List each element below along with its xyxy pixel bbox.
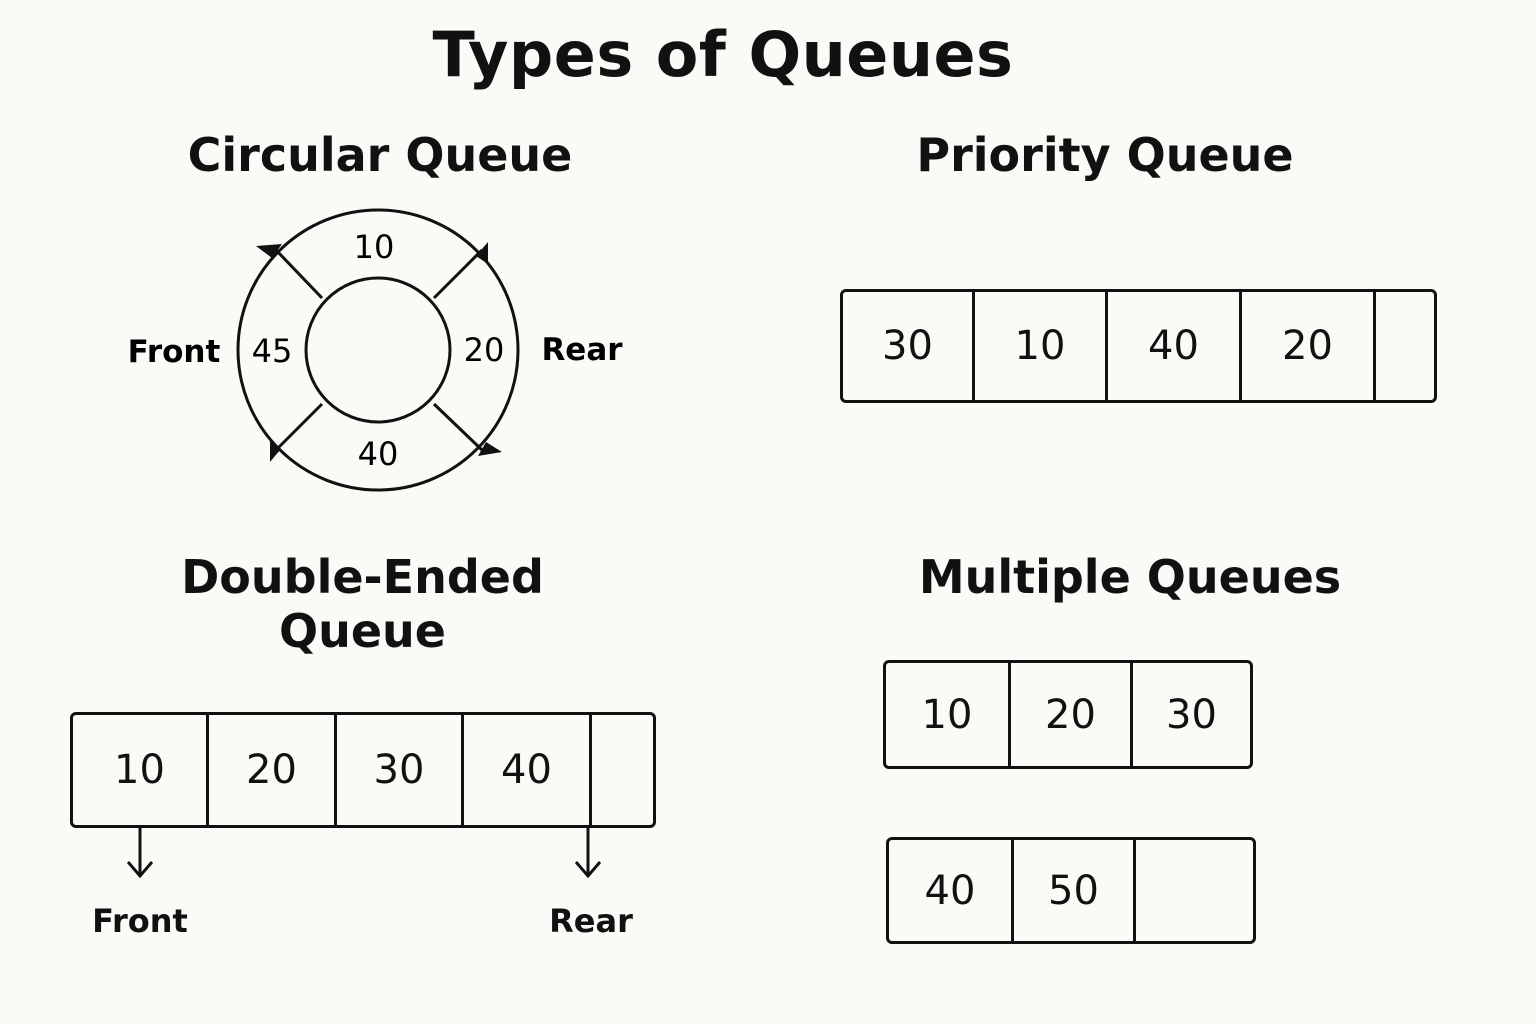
queue-cell bbox=[1136, 840, 1253, 941]
queue-cell: 20 bbox=[209, 715, 337, 825]
inner-ring bbox=[304, 276, 452, 424]
queue-cell: 10 bbox=[975, 292, 1108, 400]
queue-cell: 30 bbox=[337, 715, 464, 825]
circular-value-right: 20 bbox=[464, 331, 505, 369]
queue-cell: 20 bbox=[1011, 663, 1133, 766]
queue-cell: 40 bbox=[1108, 292, 1242, 400]
priority-queue-title: Priority Queue bbox=[916, 128, 1294, 182]
queue-cell: 30 bbox=[1166, 691, 1217, 738]
arrowhead-top-left bbox=[256, 244, 282, 258]
deque-rear-arrow-head bbox=[574, 861, 602, 879]
queue-cell bbox=[1376, 292, 1434, 400]
queue-cell: 40 bbox=[464, 715, 592, 825]
circular-value-bottom: 40 bbox=[358, 435, 399, 473]
queue-cell: 10 bbox=[73, 715, 209, 825]
deque-front-arrow-head bbox=[126, 861, 154, 879]
priority-queue: 30 10 40 20 bbox=[840, 289, 1437, 403]
multiple-queues-title: Multiple Queues bbox=[918, 550, 1342, 604]
circular-value-top: 10 bbox=[354, 228, 395, 266]
deque: 10 20 30 40 bbox=[70, 712, 656, 828]
divider-bottom-left bbox=[274, 402, 324, 452]
deque-front-label: Front bbox=[92, 902, 188, 940]
multiple-queue-2: 40 50 bbox=[886, 837, 1256, 944]
circular-rear-label: Rear bbox=[541, 332, 623, 368]
queue-cell: 20 bbox=[1242, 292, 1376, 400]
deque-title: Double-Ended Queue bbox=[181, 550, 544, 658]
divider-top-left bbox=[274, 248, 324, 300]
arrowhead-top-right bbox=[476, 242, 488, 264]
circular-value-left: 45 bbox=[252, 332, 293, 370]
queue-cell bbox=[592, 715, 653, 825]
outer-ring bbox=[236, 208, 520, 492]
arrowhead-bottom-right bbox=[478, 442, 502, 456]
circular-queue-title: Circular Queue bbox=[187, 128, 573, 182]
multiple-queue-1: 10 20 30 bbox=[883, 660, 1253, 769]
divider-top-right bbox=[432, 248, 484, 300]
divider-bottom-right bbox=[432, 402, 484, 452]
arrowhead-bottom-left bbox=[270, 440, 280, 462]
queue-cell: 30 bbox=[843, 292, 975, 400]
deque-rear-label: Rear bbox=[549, 902, 633, 940]
queue-cell: 40 bbox=[889, 840, 1014, 941]
queue-cell: 50 bbox=[1014, 840, 1136, 941]
page-title: Types of Queues bbox=[432, 18, 1014, 91]
queue-cell: 10 bbox=[886, 663, 1011, 766]
circular-front-label: Front bbox=[128, 334, 221, 370]
